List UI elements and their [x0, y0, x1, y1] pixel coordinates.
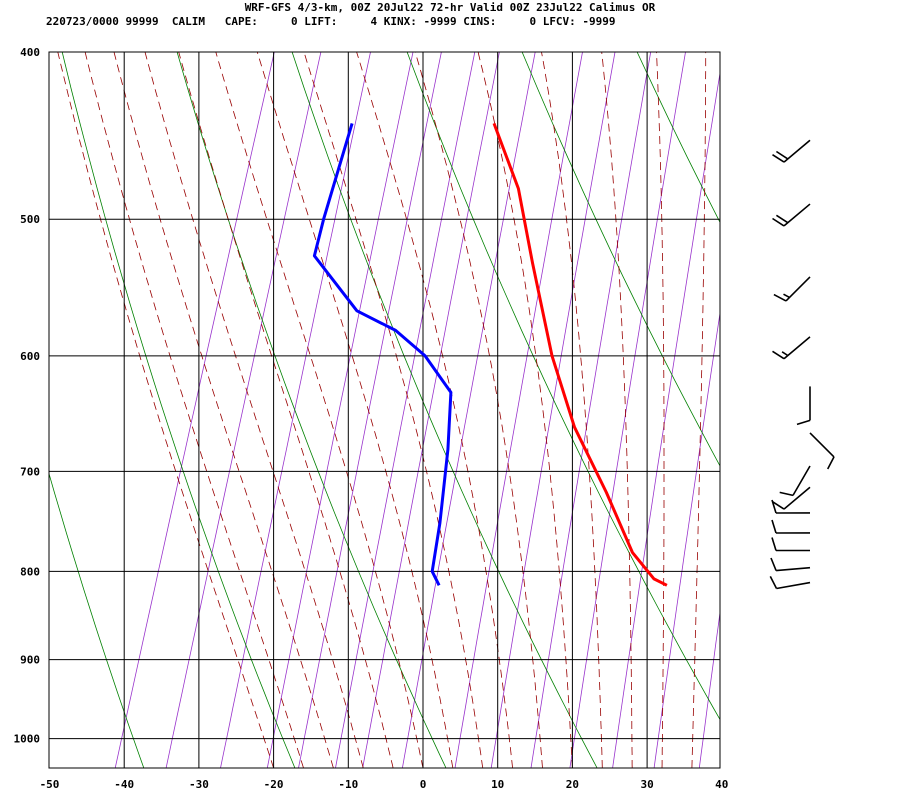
wind-barb-4: [797, 386, 810, 424]
pressure-tick-label-1000: 1000: [14, 733, 41, 746]
pressure-tick-label-800: 800: [20, 565, 40, 578]
grid-lines: [49, 52, 720, 768]
mixing-ratio-line-9: [491, 52, 615, 768]
moist-adiabat-4: [179, 52, 393, 768]
temperature-tick-label-30: 30: [640, 778, 653, 791]
mixing-ratio-line-10: [531, 52, 651, 768]
mixing-ratio-line-5: [336, 52, 475, 768]
moist-adiabat-14: [692, 52, 706, 768]
wind-barb-9: [772, 520, 810, 533]
dry-adiabat-7: [637, 52, 900, 768]
temperature-tick-label--30: -30: [189, 778, 209, 791]
temperature-tick-label--10: -10: [338, 778, 358, 791]
wind-barb-3: [773, 337, 811, 359]
dry-adiabat-8: [752, 52, 900, 768]
temperature-tick-label--40: -40: [114, 778, 134, 791]
mixing-ratio-line-7: [402, 52, 535, 768]
moist-adiabat-9: [415, 52, 542, 768]
mixing-ratio-line-4: [299, 52, 442, 768]
chart-header-line1: WRF-GFS 4/3-km, 00Z 20Jul22 72-hr Valid …: [245, 1, 656, 14]
dry-adiabat-3: [177, 52, 446, 768]
moist-adiabat-13: [657, 52, 665, 768]
moist-adiabat-15: [722, 52, 751, 768]
pressure-tick-label-900: 900: [20, 654, 40, 667]
moist-adiabat-3: [145, 52, 363, 768]
dry-adiabat-5: [407, 52, 748, 768]
dry-adiabat-6: [522, 52, 899, 768]
temperature-tick-label-0: 0: [420, 778, 427, 791]
temperature-tick-label--50: -50: [40, 778, 60, 791]
temperature-tick-label-20: 20: [566, 778, 579, 791]
wind-barb-2: [774, 277, 810, 301]
temperature-tick-label-10: 10: [491, 778, 504, 791]
mixing-ratio-line-1: [166, 52, 321, 768]
wind-barb-12: [770, 576, 810, 588]
mixing-ratio-line-0: [115, 52, 274, 768]
mixing-ratio-line-12: [613, 52, 724, 768]
temperature-tick-label--20: -20: [264, 778, 284, 791]
mixing-ratio-line-14: [699, 52, 800, 768]
moist-adiabat-6: [257, 52, 453, 768]
pressure-tick-label-700: 700: [20, 465, 40, 478]
pressure-tick-label-600: 600: [20, 350, 40, 363]
moist-adiabat-0: [58, 52, 274, 768]
pressure-tick-label-500: 500: [20, 213, 40, 226]
wind-barb-10: [772, 538, 810, 551]
mixing-ratio-line-13: [654, 52, 760, 768]
wind-barb-7: [773, 487, 811, 509]
dewpoint-profile-line: [314, 123, 451, 585]
moist-adiabat-8: [357, 52, 513, 768]
mixing-ratio-line-8: [455, 52, 583, 768]
wind-barb-5: [810, 433, 834, 469]
dry-adiabat-2: [62, 52, 295, 768]
chart-header-line2: 220723/0000 99999 CALIM CAPE: 0 LIFT: 4 …: [46, 15, 616, 28]
mixing-ratio-line-6: [363, 52, 500, 768]
wind-barb-8: [772, 500, 810, 513]
mixing-ratio-line-11: [570, 52, 686, 768]
wind-barb-11: [771, 558, 810, 571]
moist-adiabat-2: [114, 52, 333, 768]
pressure-tick-label-400: 400: [20, 46, 40, 59]
temperature-profile-line: [494, 123, 667, 585]
plot-frame: [49, 52, 720, 768]
dry-adiabat-9: [867, 52, 900, 768]
moist-adiabat-7: [304, 52, 483, 768]
wind-barb-0: [773, 140, 811, 162]
temperature-tick-label-40: 40: [715, 778, 728, 791]
wind-barbs: [770, 140, 834, 588]
moist-adiabat-12: [602, 52, 633, 768]
wind-barb-1: [773, 204, 811, 226]
